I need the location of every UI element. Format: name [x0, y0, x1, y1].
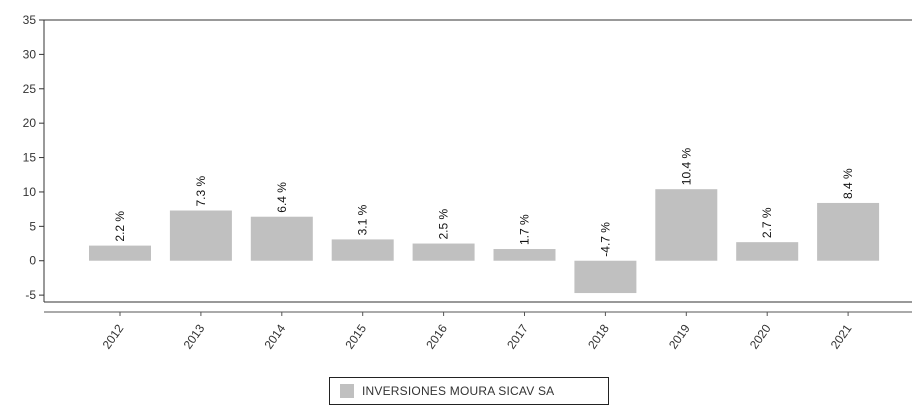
plot-frame	[43, 19, 912, 303]
bar	[574, 260, 637, 294]
y-tick-label: 20	[23, 116, 37, 130]
x-axis: 2012 2013 2014 2015 2016 2017 2018 2019 2020 2021	[44, 311, 912, 352]
data-label: 3.1 %	[356, 204, 370, 235]
legend-swatch	[340, 384, 354, 398]
data-label: 2.5 %	[437, 209, 451, 240]
data-label: 7.3 %	[194, 176, 208, 207]
legend-label: INVERSIONES MOURA SICAV SA	[362, 384, 555, 398]
data-label: -4.7 %	[598, 222, 612, 257]
bar	[250, 216, 313, 261]
y-tick-label: 25	[23, 82, 37, 96]
y-tick-label: 15	[23, 151, 37, 165]
data-label: 1.7 %	[518, 214, 532, 245]
x-tick-label: 2020	[747, 321, 774, 351]
legend: INVERSIONES MOURA SICAV SA	[329, 377, 609, 405]
x-tick-label: 2014	[261, 321, 288, 351]
y-tick-label: 30	[23, 47, 37, 61]
data-label: 2.7 %	[760, 207, 774, 238]
y-tick-label: 10	[23, 185, 37, 199]
y-tick-label: -5	[25, 288, 36, 302]
y-tick-label: 0	[29, 254, 36, 268]
data-label: 10.4 %	[679, 148, 693, 186]
y-tick-label: 5	[29, 219, 36, 233]
bar	[493, 249, 556, 261]
bar	[736, 242, 799, 261]
x-tick-label: 2019	[666, 321, 693, 351]
bar	[331, 239, 394, 261]
bar	[817, 202, 880, 261]
x-tick-label: 2012	[100, 321, 127, 351]
x-tick-label: 2021	[828, 321, 855, 351]
x-tick-label: 2018	[585, 321, 612, 351]
bar	[655, 189, 718, 261]
x-tick-label: 2015	[342, 321, 369, 351]
data-labels-group: 2.2 % 7.3 % 6.4 % 3.1 % 2.5 % 1.7 % -4.7 % 10.4…	[113, 148, 855, 257]
bars-group	[89, 189, 880, 294]
data-label: 6.4 %	[275, 182, 289, 213]
x-tick-label: 2017	[504, 321, 531, 351]
bar	[89, 245, 151, 261]
y-tick-label: 35	[23, 13, 37, 27]
bar	[169, 210, 232, 261]
data-label: 2.2 %	[113, 211, 127, 242]
y-axis: -5 0 5 10 15 20 25 30 35	[23, 13, 44, 302]
x-tick-label: 2013	[181, 321, 208, 351]
data-label: 8.4 %	[841, 168, 855, 199]
x-tick-label: 2016	[423, 321, 450, 351]
bar	[412, 243, 475, 261]
